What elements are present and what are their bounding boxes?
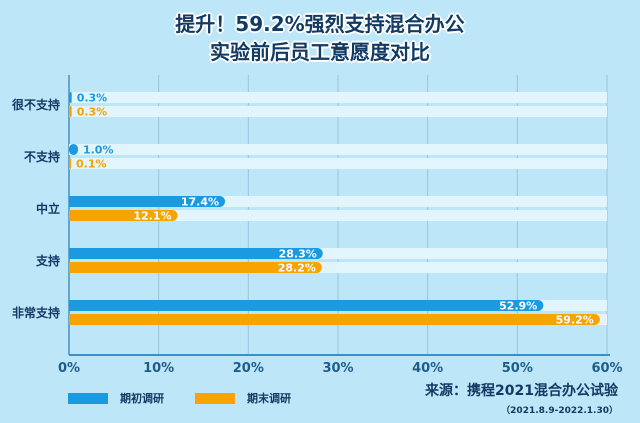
bar-track (69, 262, 607, 273)
category-label: 非常支持 (12, 305, 60, 320)
data-label: 59.2% (556, 314, 594, 327)
chart-title-line1: 提升！59.2%强烈支持混合办公 (175, 12, 465, 36)
bar (69, 196, 226, 207)
bar-base (69, 262, 75, 273)
x-tick-label: 60% (591, 361, 622, 376)
bar-track (69, 210, 607, 221)
x-tick-label: 50% (502, 361, 533, 376)
bar-track (69, 144, 607, 155)
category-label: 很不支持 (11, 97, 60, 112)
bar-track (69, 158, 607, 169)
bar-track (69, 106, 607, 117)
data-label: 28.2% (278, 262, 316, 275)
category-label: 中立 (36, 201, 60, 216)
bar-base (69, 314, 75, 325)
x-tick-label: 20% (233, 361, 264, 376)
bar (69, 262, 322, 273)
category-label: 支持 (35, 253, 60, 268)
legend-swatch-blue (68, 392, 108, 404)
bar-base (69, 196, 75, 207)
x-tick-label: 10% (143, 361, 174, 376)
bar-track (69, 92, 607, 103)
bar-track (69, 196, 607, 207)
bar (69, 92, 72, 103)
legend-swatch-orange (195, 392, 235, 404)
data-label: 0.3% (77, 92, 108, 105)
data-label: 1.0% (83, 144, 114, 157)
legend-label: 期初调研 (120, 392, 164, 405)
legend-item-end: 期末调研 (195, 390, 291, 406)
data-label: 28.3% (279, 248, 317, 261)
bar-base (69, 210, 75, 221)
bar-base (69, 300, 75, 311)
source-date: （2021.8.9-2022.1.30） (501, 406, 618, 416)
bar (69, 300, 544, 311)
data-label: 0.1% (76, 158, 107, 171)
x-tick-label: 40% (412, 361, 443, 376)
category-label: 不支持 (24, 149, 60, 164)
bar (69, 210, 178, 221)
data-label: 17.4% (181, 196, 219, 209)
bar (69, 106, 72, 117)
bar (69, 158, 71, 169)
data-label: 0.3% (77, 106, 108, 119)
x-tick-label: 30% (322, 361, 353, 376)
legend-item-start: 期初调研 (68, 390, 164, 406)
bar-chart: 0% 10% 20% 30% 40% 50% 60% 很不支持 0.3%0.3% 不支持 1.0%0… (11, 75, 623, 376)
bar (69, 144, 78, 155)
source-text: 来源：携程2021混合办公试验 (425, 383, 618, 399)
legend-label: 期末调研 (247, 392, 291, 405)
bar (69, 314, 600, 325)
chart-title-line2: 实验前后员工意愿度对比 (210, 40, 430, 64)
data-label: 52.9% (499, 300, 537, 313)
bar (69, 248, 323, 259)
bar-track (69, 248, 607, 259)
bar-base (69, 248, 75, 259)
data-label: 12.1% (133, 210, 171, 223)
x-tick-label: 0% (58, 361, 80, 376)
